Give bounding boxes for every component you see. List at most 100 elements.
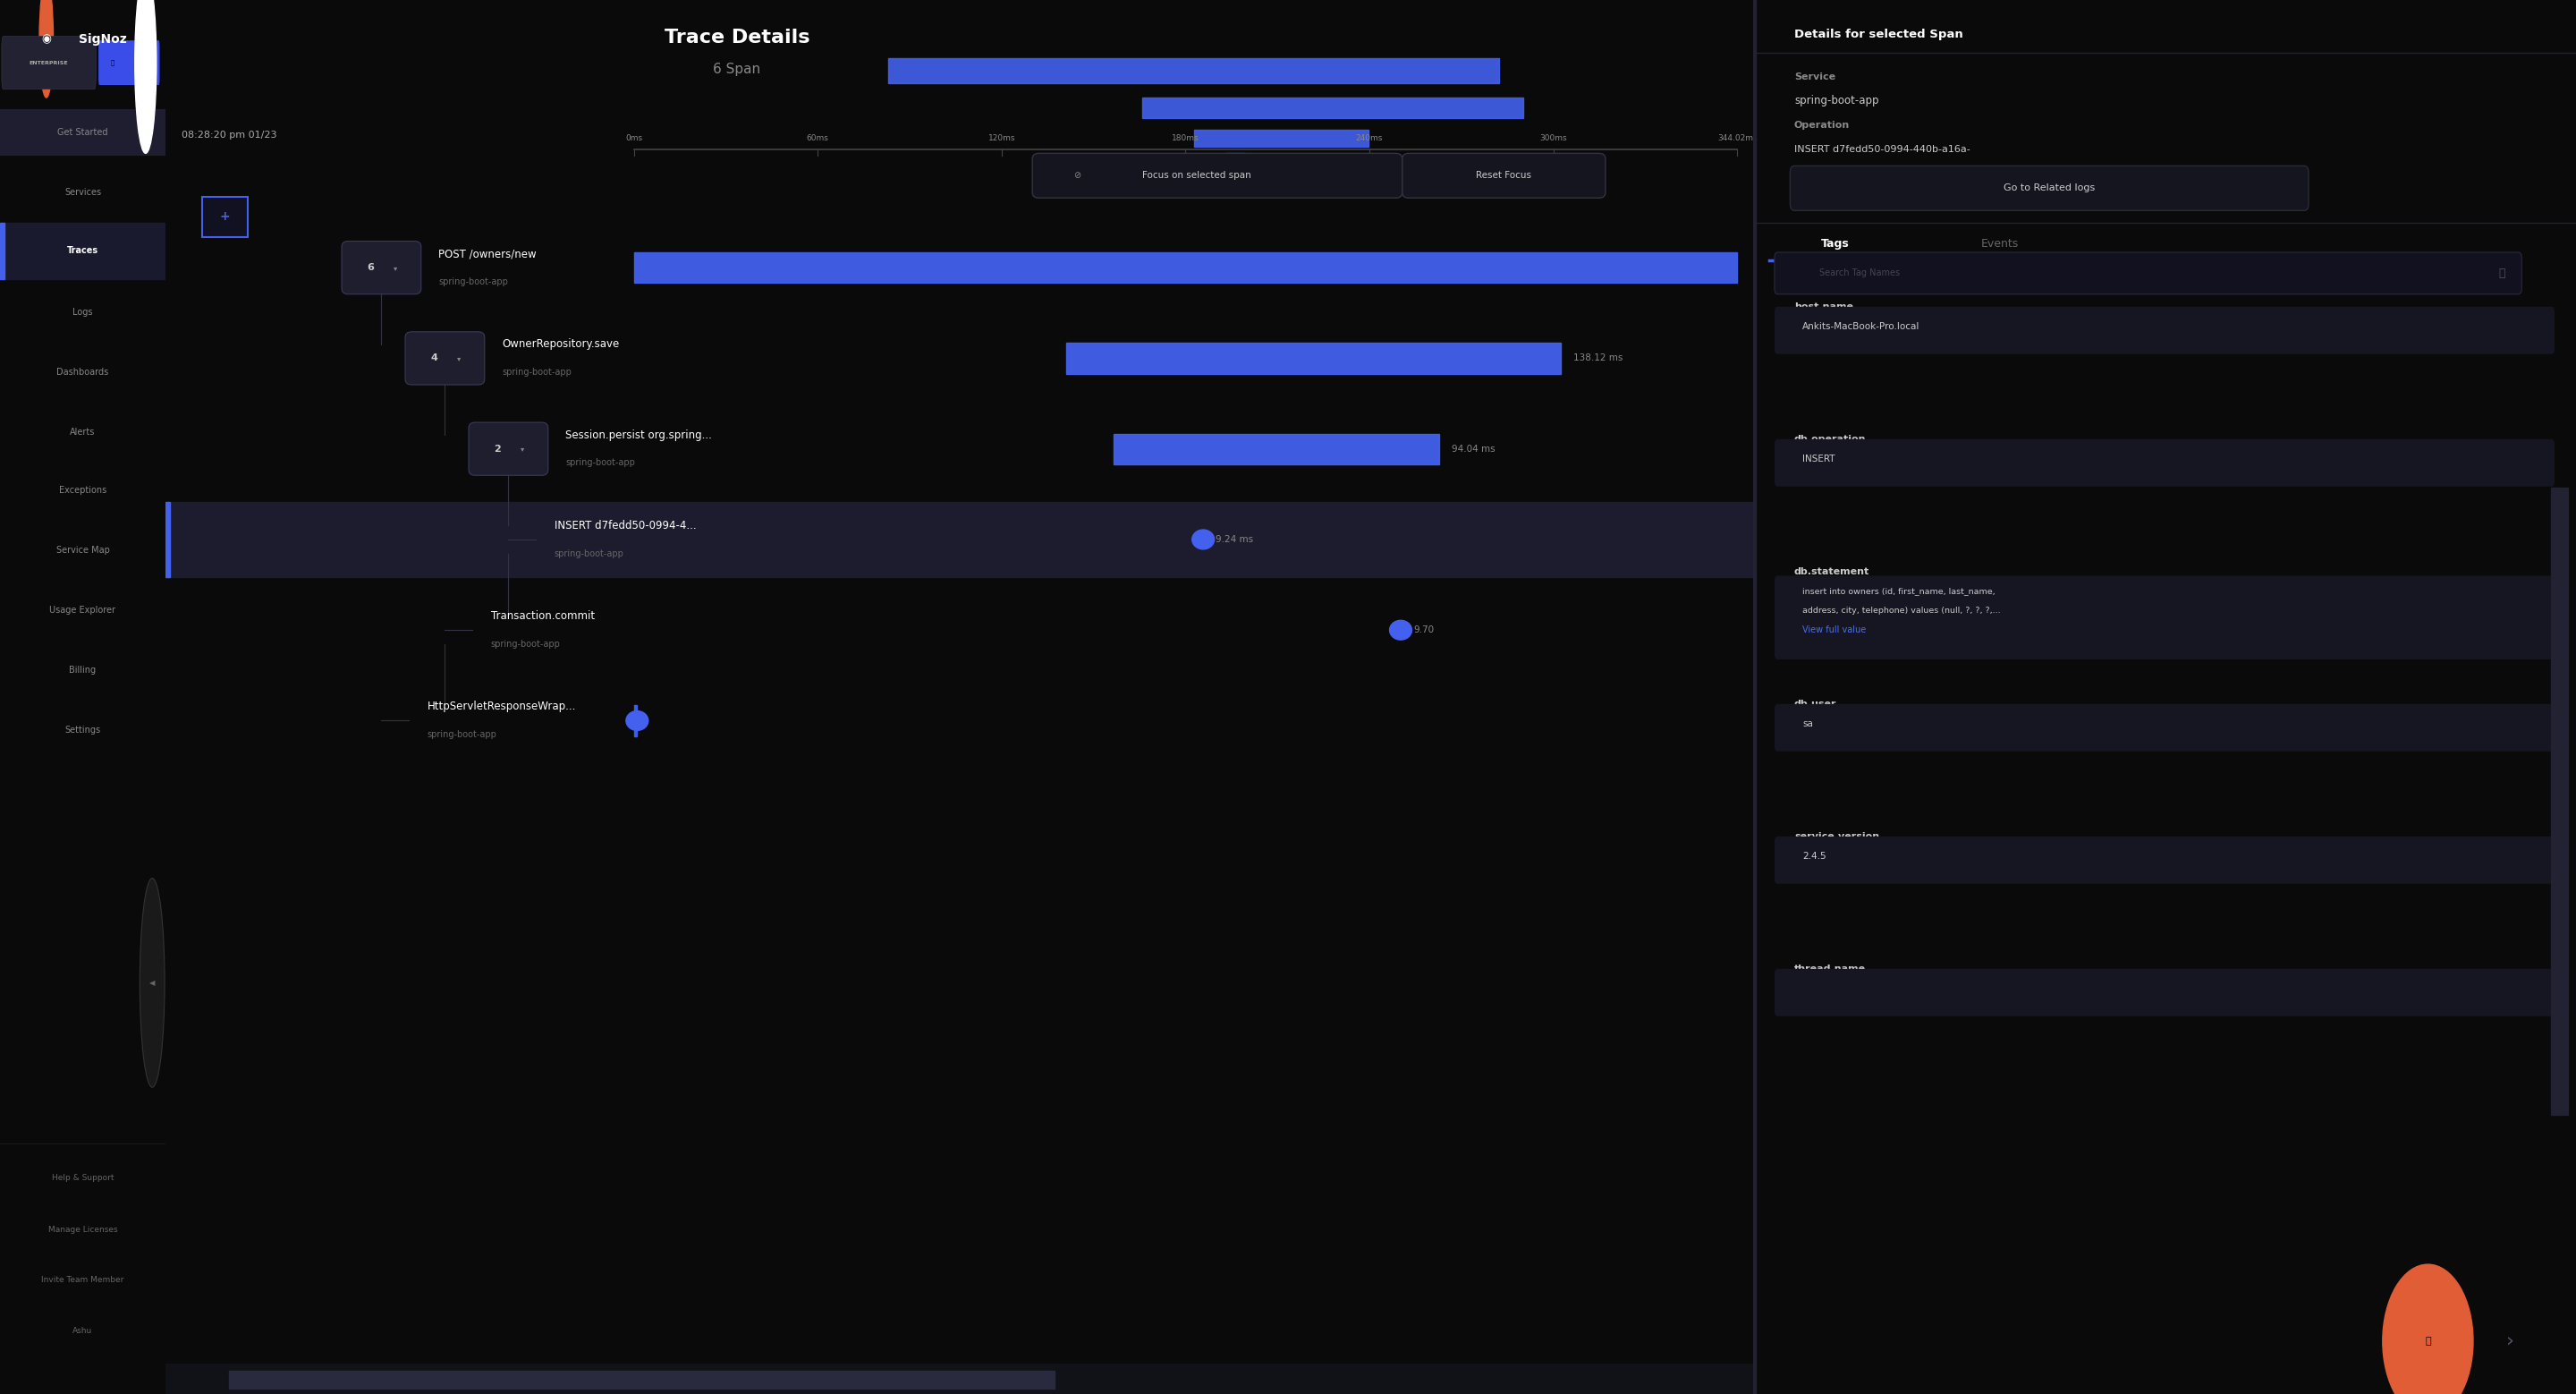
Text: Logs: Logs [72, 308, 93, 316]
Text: OwnerRepository.save: OwnerRepository.save [502, 339, 618, 350]
Text: Exceptions: Exceptions [59, 487, 106, 495]
Text: Alerts: Alerts [70, 428, 95, 436]
Text: ▾: ▾ [394, 263, 397, 272]
FancyBboxPatch shape [1775, 704, 2555, 751]
Text: Reset Focus: Reset Focus [1476, 171, 1533, 180]
FancyBboxPatch shape [98, 40, 160, 85]
Text: spring-boot-app: spring-boot-app [554, 549, 623, 558]
Text: ▾: ▾ [520, 445, 526, 453]
Bar [165, 502, 1754, 577]
Text: 💬: 💬 [2424, 1337, 2432, 1345]
Text: insert into owners (id, first_name, last_name,: insert into owners (id, first_name, last… [1803, 587, 1996, 595]
FancyBboxPatch shape [1775, 307, 2555, 354]
Text: Session.persist org.spring...: Session.persist org.spring... [567, 429, 711, 441]
Text: 6: 6 [366, 263, 374, 272]
Text: Help & Support: Help & Support [52, 1174, 113, 1182]
Text: spring-boot-app: spring-boot-app [502, 368, 572, 376]
Text: Service: Service [1795, 72, 1837, 81]
Text: 6 Span: 6 Span [714, 63, 760, 77]
Circle shape [134, 0, 157, 153]
Text: spring-boot-app: spring-boot-app [492, 640, 562, 648]
Text: spring-boot-app: spring-boot-app [438, 277, 507, 286]
Text: 2.4.5: 2.4.5 [1803, 852, 1826, 860]
Text: host.name: host.name [1795, 302, 1852, 311]
FancyBboxPatch shape [201, 197, 247, 237]
Bar [0, 223, 165, 279]
FancyBboxPatch shape [3, 36, 95, 89]
Text: ◉: ◉ [41, 33, 52, 45]
FancyBboxPatch shape [1790, 166, 2308, 210]
FancyBboxPatch shape [0, 109, 165, 156]
Circle shape [139, 878, 165, 1087]
Text: 08:28:20 pm 01/23: 08:28:20 pm 01/23 [180, 131, 276, 139]
Text: thread.name: thread.name [1795, 965, 1865, 973]
Text: Billing: Billing [70, 666, 95, 675]
Text: spring-boot-app: spring-boot-app [428, 730, 497, 739]
Text: 120ms: 120ms [989, 134, 1015, 142]
Bar [634, 252, 1736, 283]
FancyBboxPatch shape [1775, 576, 2555, 659]
Text: 94.04 ms: 94.04 ms [1453, 445, 1497, 453]
Text: INSERT: INSERT [1803, 454, 1834, 463]
Text: INSERT d7fedd50-0994-440b-a16a-: INSERT d7fedd50-0994-440b-a16a- [1795, 145, 1971, 153]
Text: Details for selected Span: Details for selected Span [1795, 29, 1963, 40]
Circle shape [1193, 530, 1213, 549]
Text: Dashboards: Dashboards [57, 368, 108, 376]
Text: Manage Licenses: Manage Licenses [49, 1225, 118, 1234]
Text: Ashu: Ashu [72, 1327, 93, 1335]
FancyBboxPatch shape [1033, 153, 1401, 198]
Text: 240ms: 240ms [1355, 134, 1383, 142]
Text: Operation: Operation [1795, 121, 1850, 130]
Text: Trace Details: Trace Details [665, 29, 809, 46]
Circle shape [626, 711, 649, 730]
Text: Transaction.commit: Transaction.commit [492, 611, 595, 622]
Text: 9.24 ms: 9.24 ms [1216, 535, 1255, 544]
Text: HttpServletResponseWrap...: HttpServletResponseWrap... [428, 701, 577, 712]
Text: db.operation: db.operation [1795, 435, 1865, 443]
Text: e5e9c23cd9e9.owners: e5e9c23cd9e9.owners [1795, 167, 1906, 176]
Bar [229, 1370, 1054, 1388]
Text: ENTERPRISE: ENTERPRISE [28, 60, 70, 66]
Text: SigNoz: SigNoz [77, 33, 126, 45]
Text: Go to Related logs: Go to Related logs [2004, 184, 2094, 192]
Bar [1113, 434, 1440, 464]
Text: db.user: db.user [1795, 700, 1837, 708]
Text: address, city, telephone) values (null, ?, ?, ?,...: address, city, telephone) values (null, … [1803, 606, 2002, 615]
Text: 0ms: 0ms [626, 134, 641, 142]
Bar [1066, 343, 1561, 374]
Text: 🌙: 🌙 [111, 60, 113, 66]
Text: spring-boot-app: spring-boot-app [1795, 95, 1878, 106]
Text: ›: › [2506, 1333, 2514, 1349]
Text: db.statement: db.statement [1795, 567, 1870, 576]
Text: View full value: View full value [1803, 626, 1865, 634]
Bar [1226, 153, 1244, 167]
Bar [0, 223, 5, 279]
Text: Settings: Settings [64, 726, 100, 735]
Text: service.version: service.version [1795, 832, 1880, 841]
Text: 4: 4 [430, 354, 438, 362]
Text: +: + [219, 210, 229, 223]
FancyBboxPatch shape [1775, 439, 2555, 487]
Text: Usage Explorer: Usage Explorer [49, 606, 116, 615]
Circle shape [39, 0, 54, 98]
Circle shape [1388, 620, 1412, 640]
FancyBboxPatch shape [1401, 153, 1605, 198]
Text: 9.70: 9.70 [1414, 626, 1435, 634]
FancyBboxPatch shape [343, 241, 420, 294]
Text: Tags: Tags [1821, 238, 1850, 250]
Text: 300ms: 300ms [1540, 134, 1566, 142]
Text: ⌕: ⌕ [2499, 268, 2506, 279]
FancyBboxPatch shape [404, 332, 484, 385]
Text: Traces: Traces [67, 247, 98, 255]
Bar [2550, 488, 2568, 1115]
Text: 344.02ms: 344.02ms [1718, 134, 1757, 142]
Text: ◀: ◀ [149, 979, 155, 987]
Text: 138.12 ms: 138.12 ms [1574, 354, 1623, 362]
Text: spring-boot-app: spring-boot-app [567, 459, 636, 467]
Bar [165, 1363, 1754, 1394]
Circle shape [2383, 1264, 2473, 1394]
Text: ⊘: ⊘ [1074, 171, 1082, 180]
Text: Invite Team Member: Invite Team Member [41, 1276, 124, 1284]
FancyBboxPatch shape [1775, 252, 2522, 294]
Bar [1195, 130, 1368, 146]
